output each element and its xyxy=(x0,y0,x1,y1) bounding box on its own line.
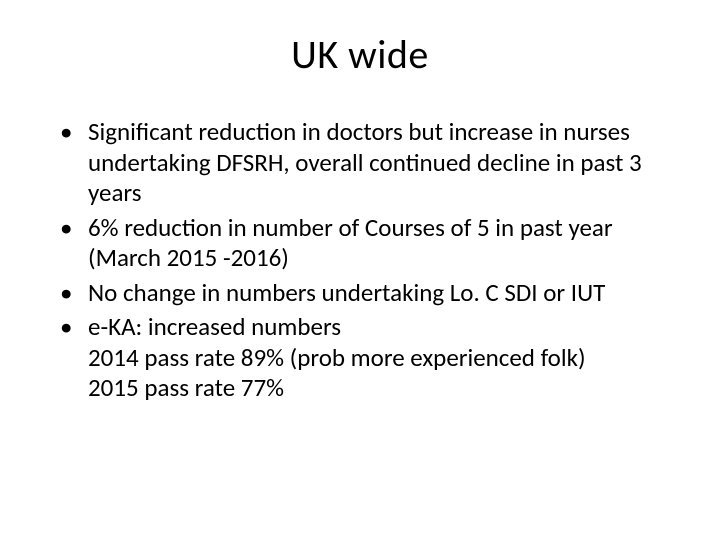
bullet-list: Significant reduction in doctors but inc… xyxy=(40,117,680,404)
bullet-subline: 2015 pass rate 77% xyxy=(88,373,680,404)
bullet-text: e-KA: increased numbers xyxy=(88,311,341,342)
bullet-text: Significant reduction in doctors but inc… xyxy=(88,116,642,208)
bullet-item: Significant reduction in doctors but inc… xyxy=(60,117,680,209)
slide-title: UK wide xyxy=(40,30,680,79)
bullet-subline: 2014 pass rate 89% (prob more experience… xyxy=(88,343,680,374)
bullet-item: 6% reduction in number of Courses of 5 i… xyxy=(60,213,680,274)
bullet-item: e-KA: increased numbers 2014 pass rate 8… xyxy=(60,312,680,404)
slide: UK wide Significant reduction in doctors… xyxy=(0,0,720,540)
bullet-text: 6% reduction in number of Courses of 5 i… xyxy=(88,212,613,274)
bullet-text: No change in numbers undertaking Lo. C S… xyxy=(88,277,605,308)
bullet-item: No change in numbers undertaking Lo. C S… xyxy=(60,278,680,309)
